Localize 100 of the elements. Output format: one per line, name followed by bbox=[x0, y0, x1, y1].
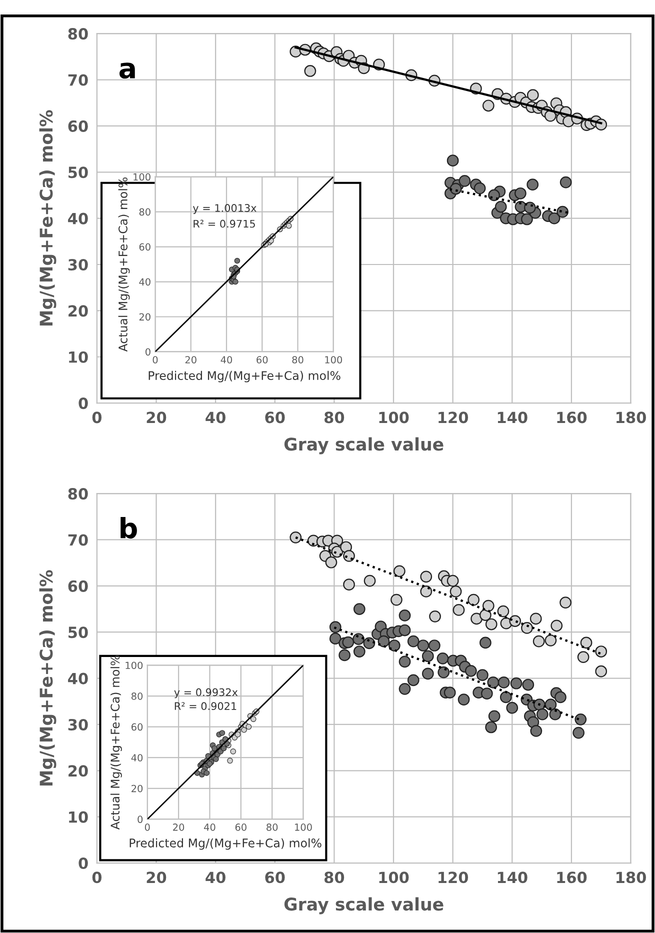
y-tick-label: 10 bbox=[69, 811, 88, 823]
y-tick-label: 80 bbox=[139, 208, 150, 216]
point bbox=[544, 698, 557, 711]
x-tick-label: 140 bbox=[498, 872, 528, 884]
x-tick-label: 100 bbox=[379, 412, 409, 424]
point bbox=[234, 258, 240, 264]
point bbox=[574, 713, 587, 726]
point bbox=[364, 574, 376, 587]
point bbox=[530, 612, 542, 625]
point bbox=[498, 676, 510, 688]
x-tick-label: 180 bbox=[616, 412, 646, 424]
point bbox=[550, 620, 563, 632]
point bbox=[407, 635, 420, 648]
x-tick-label: 0 bbox=[92, 872, 102, 884]
point bbox=[474, 182, 486, 194]
x-tick-label: 60 bbox=[256, 356, 268, 364]
x-tick-label: 40 bbox=[206, 412, 226, 424]
y-tick-label: 0 bbox=[78, 398, 88, 410]
y-tick-label: 50 bbox=[68, 166, 88, 178]
point bbox=[595, 665, 608, 678]
point bbox=[438, 666, 450, 678]
point bbox=[595, 646, 608, 658]
point bbox=[446, 574, 459, 587]
x-axis-title: Predicted Mg/(Mg+Fe+Ca) mol% bbox=[148, 370, 340, 382]
y-tick-label: 60 bbox=[132, 723, 143, 731]
x-tick-label: 20 bbox=[146, 412, 166, 424]
point bbox=[343, 578, 355, 590]
point bbox=[470, 612, 482, 625]
point bbox=[420, 570, 432, 583]
x-tick-label: 60 bbox=[235, 824, 246, 831]
point bbox=[521, 213, 533, 226]
point bbox=[476, 669, 488, 681]
y-tick-label: 40 bbox=[68, 672, 88, 684]
x-tick-label: 80 bbox=[266, 824, 278, 831]
y-tick-label: 0 bbox=[146, 348, 150, 356]
point bbox=[526, 178, 539, 191]
x-tick-label: 80 bbox=[324, 412, 344, 424]
x-tick-label: 0 bbox=[92, 412, 102, 424]
x-tick-label: 0 bbox=[152, 356, 158, 364]
y-tick-label: 30 bbox=[68, 718, 88, 730]
point bbox=[353, 646, 366, 658]
point bbox=[544, 634, 557, 646]
x-tick-label: 60 bbox=[265, 412, 285, 424]
point bbox=[394, 565, 406, 578]
x-tick-label: 20 bbox=[173, 824, 184, 831]
point bbox=[422, 668, 434, 680]
y-tick-label: 30 bbox=[68, 258, 88, 271]
x-tick-label: 20 bbox=[146, 872, 166, 884]
y-tick-label: 100 bbox=[134, 173, 150, 181]
x-tick-label: 120 bbox=[438, 412, 468, 424]
y-axis-title: Mg/(Mg+Fe+Ca) mol% bbox=[39, 570, 56, 786]
point bbox=[572, 726, 585, 739]
point bbox=[304, 65, 316, 77]
point bbox=[398, 682, 411, 695]
point bbox=[246, 724, 252, 730]
point bbox=[560, 176, 572, 188]
point bbox=[548, 212, 560, 224]
x-tick-label: 100 bbox=[379, 872, 409, 884]
point bbox=[514, 187, 526, 200]
point bbox=[422, 650, 434, 662]
annotation: b bbox=[120, 517, 137, 539]
y-tick-label: 70 bbox=[68, 74, 88, 86]
point bbox=[485, 618, 498, 630]
point bbox=[446, 154, 459, 167]
annotation: R² = 0.9021 bbox=[174, 702, 236, 710]
annotation: y = 1.0013x bbox=[192, 204, 256, 214]
point bbox=[250, 716, 256, 722]
y-tick-label: 20 bbox=[132, 784, 143, 792]
annotation: a bbox=[119, 62, 135, 79]
point bbox=[450, 182, 462, 195]
x-axis-title: Gray scale value bbox=[284, 437, 444, 454]
point bbox=[342, 636, 354, 648]
point bbox=[485, 721, 498, 734]
point bbox=[378, 635, 390, 648]
point bbox=[500, 691, 512, 704]
x-tick-label: 80 bbox=[324, 872, 344, 884]
x-tick-label: 80 bbox=[292, 356, 304, 364]
annotation: y = 0.9932x bbox=[174, 688, 238, 698]
y-tick-label: 80 bbox=[68, 28, 88, 40]
point bbox=[497, 605, 510, 618]
point bbox=[494, 200, 507, 213]
point bbox=[417, 640, 430, 652]
point bbox=[522, 678, 534, 691]
point bbox=[488, 189, 500, 202]
point bbox=[388, 640, 400, 652]
y-tick-label: 0 bbox=[138, 816, 143, 824]
x-tick-label: 20 bbox=[185, 356, 196, 364]
point bbox=[480, 636, 492, 649]
y-tick-label: 20 bbox=[68, 765, 88, 777]
y-tick-label: 40 bbox=[131, 754, 143, 762]
y-tick-label: 0 bbox=[78, 857, 88, 870]
point bbox=[464, 664, 477, 677]
y-tick-label: 70 bbox=[68, 534, 88, 546]
y-tick-label: 60 bbox=[139, 243, 150, 251]
y-tick-label: 40 bbox=[68, 212, 88, 224]
y-axis-title: Mg/(Mg+Fe+Ca) mol% bbox=[39, 110, 56, 326]
y-tick-label: 80 bbox=[68, 488, 88, 500]
x-tick-label: 160 bbox=[557, 872, 587, 884]
point bbox=[428, 640, 440, 652]
point bbox=[241, 727, 247, 733]
